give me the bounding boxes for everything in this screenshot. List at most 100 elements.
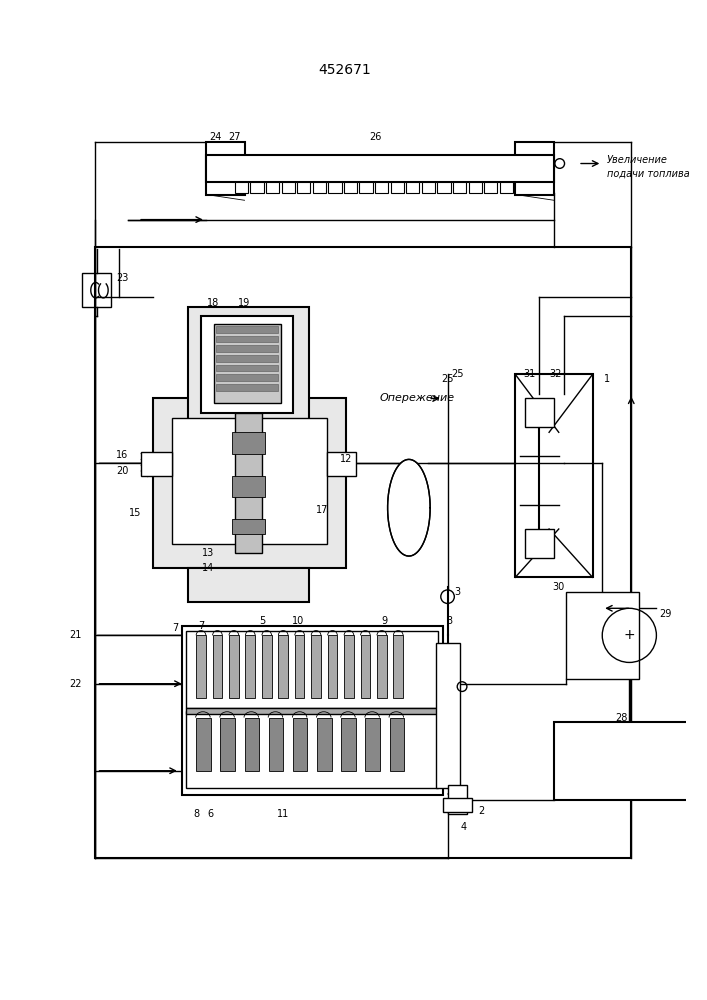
Text: 19: 19	[238, 298, 250, 308]
Text: 3: 3	[454, 587, 460, 597]
Bar	[216, 326, 279, 333]
Bar	[206, 155, 554, 182]
Text: 11: 11	[277, 809, 289, 819]
Text: 24: 24	[209, 132, 222, 142]
Text: 25: 25	[441, 374, 454, 384]
Text: подачи топлива: подачи топлива	[607, 168, 690, 178]
Text: 2: 2	[478, 806, 484, 816]
Bar	[235, 182, 248, 193]
Bar	[443, 798, 472, 812]
Bar	[312, 182, 326, 193]
Bar	[515, 374, 592, 577]
Bar	[266, 182, 279, 193]
Text: 18: 18	[207, 298, 220, 308]
Bar	[250, 182, 264, 193]
Bar	[525, 529, 554, 558]
Text: 14: 14	[201, 563, 214, 573]
Text: 17: 17	[315, 505, 328, 515]
Bar	[366, 718, 380, 771]
Text: 7: 7	[172, 623, 178, 633]
Bar	[216, 345, 279, 352]
Bar	[82, 273, 111, 307]
Bar	[297, 182, 310, 193]
Bar	[281, 182, 295, 193]
Bar	[525, 398, 554, 427]
Bar	[232, 432, 265, 454]
Bar	[269, 718, 284, 771]
Bar	[295, 635, 305, 698]
Bar	[566, 592, 639, 679]
Bar	[484, 182, 497, 193]
Bar	[229, 635, 239, 698]
Bar	[317, 718, 332, 771]
Bar	[390, 718, 404, 771]
Text: 22: 22	[69, 679, 82, 689]
Bar	[232, 519, 265, 534]
Bar	[422, 182, 435, 193]
Text: 452671: 452671	[319, 63, 371, 77]
Text: 8: 8	[193, 809, 199, 819]
Text: 1: 1	[604, 374, 610, 384]
Bar	[245, 635, 255, 698]
Bar	[279, 635, 288, 698]
Polygon shape	[387, 459, 430, 556]
Bar	[393, 635, 403, 698]
Bar	[182, 626, 443, 795]
Text: 6: 6	[208, 809, 214, 819]
Bar	[262, 635, 271, 698]
Bar	[344, 635, 354, 698]
Text: 26: 26	[369, 132, 381, 142]
Bar	[189, 307, 309, 423]
Text: 15: 15	[129, 508, 141, 518]
Bar	[213, 635, 222, 698]
Bar	[327, 635, 337, 698]
Bar	[407, 182, 419, 193]
Bar	[206, 142, 245, 195]
Bar	[232, 476, 265, 497]
Bar	[172, 418, 327, 544]
Text: 20: 20	[116, 466, 129, 476]
Bar	[95, 247, 631, 858]
Bar	[187, 708, 438, 714]
Text: Увеличение: Увеличение	[607, 155, 668, 165]
Text: 28: 28	[615, 713, 628, 723]
Text: 13: 13	[201, 548, 214, 558]
Bar	[153, 398, 346, 568]
Bar	[196, 718, 211, 771]
Bar	[216, 374, 279, 381]
Bar	[359, 182, 373, 193]
Text: 29: 29	[659, 609, 671, 619]
Text: 27: 27	[228, 132, 241, 142]
Bar	[187, 711, 438, 788]
Text: 32: 32	[549, 369, 562, 379]
Bar	[436, 643, 460, 788]
Bar	[216, 384, 279, 391]
Text: 31: 31	[524, 369, 536, 379]
Text: Опережение: Опережение	[380, 393, 455, 403]
Bar	[448, 785, 467, 814]
Bar	[216, 355, 279, 362]
Bar	[453, 182, 466, 193]
Bar	[377, 635, 387, 698]
Bar	[554, 722, 689, 800]
Text: 16: 16	[116, 450, 129, 460]
Bar	[328, 182, 341, 193]
Text: 3: 3	[446, 616, 452, 626]
Bar	[196, 635, 206, 698]
Text: 25: 25	[451, 369, 464, 379]
Bar	[361, 635, 370, 698]
Bar	[327, 452, 356, 476]
Bar	[214, 324, 281, 403]
Bar	[469, 182, 481, 193]
Bar	[341, 718, 356, 771]
Text: 9: 9	[382, 616, 387, 626]
Bar	[344, 182, 357, 193]
Bar	[216, 365, 279, 371]
Bar	[293, 718, 308, 771]
Text: 4: 4	[461, 822, 467, 832]
Bar	[375, 182, 388, 193]
Bar	[201, 316, 293, 413]
Text: 10: 10	[291, 616, 304, 626]
Bar	[390, 182, 404, 193]
Text: 23: 23	[116, 273, 128, 283]
